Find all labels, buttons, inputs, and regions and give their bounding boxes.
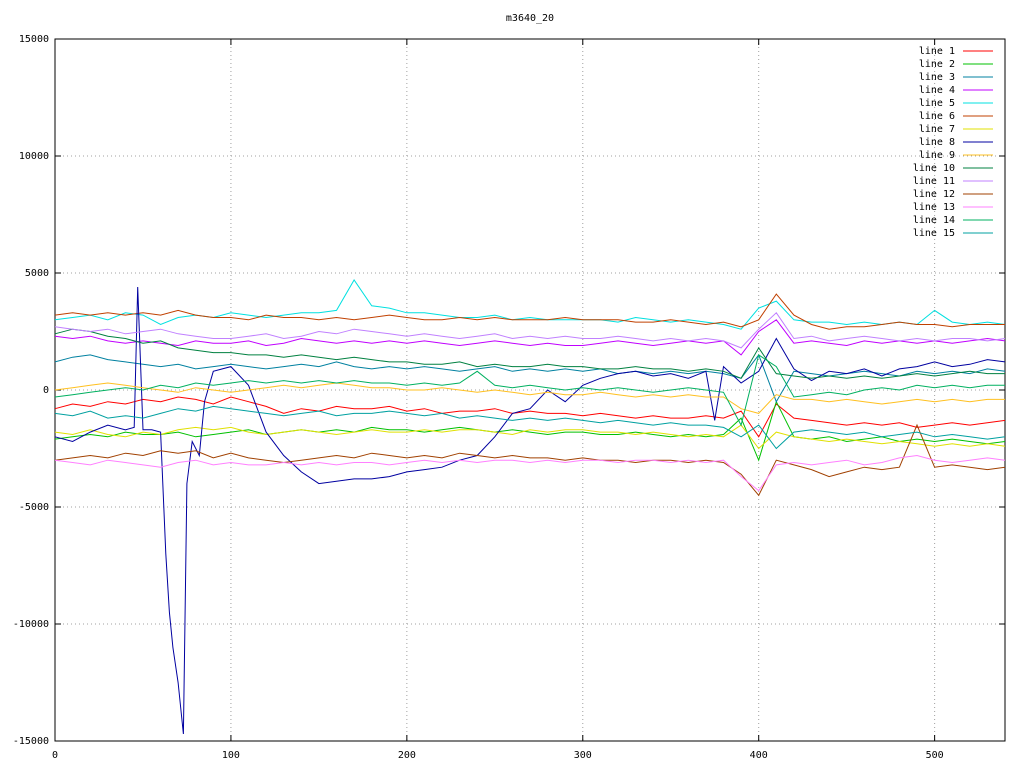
chart-title: m3640_20: [506, 13, 554, 24]
legend-label: line 5: [919, 98, 955, 109]
x-tick-label: 100: [222, 750, 240, 761]
series-line: [54, 424, 1006, 450]
series-line: [54, 454, 1006, 492]
series-line: [54, 312, 1006, 349]
legend-label: line 10: [913, 163, 955, 174]
legend-label: line 14: [913, 215, 955, 226]
x-tick-label: 400: [750, 750, 768, 761]
legend-label: line 1: [919, 46, 955, 57]
series-line: [54, 354, 1005, 427]
y-tick-label: 5000: [25, 268, 49, 279]
legend-label: line 3: [919, 72, 955, 83]
legend-label: line 2: [919, 59, 955, 70]
series-line: [54, 400, 1006, 462]
series-line: [54, 328, 1005, 379]
series-line: [54, 319, 1006, 356]
legend-label: line 6: [919, 111, 955, 122]
legend-label: line 13: [913, 202, 955, 213]
series-line: [54, 279, 1006, 330]
legend-label: line 8: [919, 137, 955, 148]
legend-label: line 11: [913, 176, 955, 187]
y-tick-label: -10000: [13, 619, 49, 630]
x-tick-label: 0: [52, 750, 58, 761]
series-line: [54, 286, 1006, 735]
legend-label: line 15: [913, 228, 955, 239]
y-tick-label: 15000: [19, 34, 49, 45]
series-line: [54, 382, 1005, 414]
y-tick-label: -5000: [19, 502, 49, 513]
series-line: [54, 423, 1006, 497]
series-line: [54, 405, 1006, 450]
x-tick-label: 500: [926, 750, 944, 761]
legend-label: line 7: [919, 124, 955, 135]
x-tick-label: 200: [398, 750, 416, 761]
y-tick-label: 10000: [19, 151, 49, 162]
series-line: [54, 396, 1006, 438]
legend-label: line 9: [919, 150, 955, 161]
series-line: [54, 293, 1005, 330]
x-tick-label: 300: [574, 750, 592, 761]
y-tick-label: 0: [43, 385, 49, 396]
legend-label: line 12: [913, 189, 955, 200]
y-tick-label: -15000: [13, 736, 49, 747]
legend-label: line 4: [919, 85, 955, 96]
